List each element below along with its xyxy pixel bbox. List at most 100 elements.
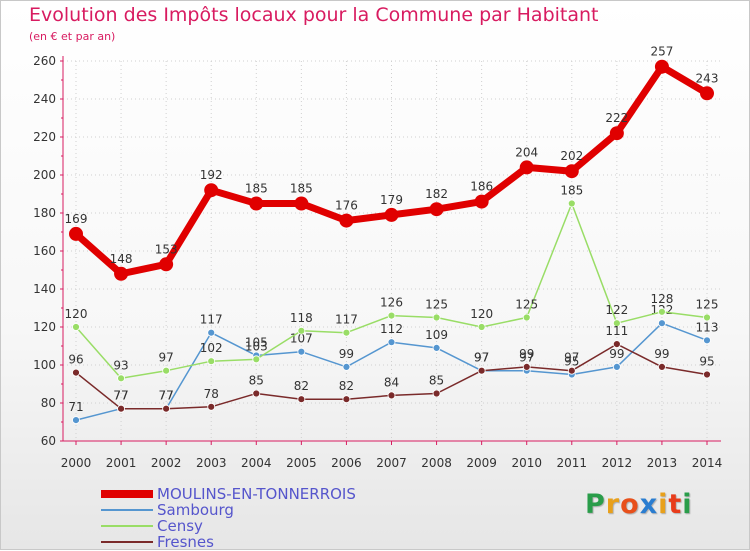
- data-label-sambourg: 99: [609, 347, 624, 361]
- data-label-sambourg: 113: [696, 320, 719, 334]
- x-tick-label: 2013: [647, 456, 678, 470]
- logo-letter: i: [658, 489, 669, 520]
- data-label-sambourg: 117: [200, 313, 223, 327]
- logo-letter: o: [620, 489, 640, 520]
- data-label-moulins-en-tonnerrois: 222: [605, 111, 628, 125]
- data-point-fresnes: [207, 402, 216, 411]
- data-label-moulins-en-tonnerrois: 176: [335, 199, 358, 213]
- data-label-fresnes: 95: [699, 355, 714, 369]
- data-point-censy: [703, 313, 711, 322]
- x-tick-label: 2006: [331, 456, 362, 470]
- data-point-censy: [117, 374, 125, 383]
- data-label-sambourg: 112: [380, 322, 403, 336]
- x-tick-label: 2009: [466, 456, 497, 470]
- data-point-moulins-en-tonnerrois: [609, 126, 624, 141]
- data-label-moulins-en-tonnerrois: 169: [65, 212, 88, 226]
- x-tick-label: 2010: [511, 456, 542, 470]
- data-point-censy: [522, 313, 531, 322]
- y-tick-label: 140: [33, 282, 56, 296]
- data-label-fresnes: 78: [204, 387, 219, 401]
- legend-label: Fresnes: [157, 533, 214, 551]
- chart-title: Evolution des Impôts locaux pour la Comm…: [29, 4, 599, 26]
- logo-letter: P: [585, 489, 606, 520]
- legend-item: Sambourg: [101, 501, 391, 519]
- data-label-fresnes: 82: [294, 379, 309, 393]
- data-label-fresnes: 96: [68, 353, 83, 367]
- data-point-moulins-en-tonnerrois: [519, 160, 534, 175]
- proxiti-logo: Proxiti: [585, 489, 693, 520]
- data-point-moulins-en-tonnerrois: [114, 266, 129, 281]
- data-label-sambourg: 97: [519, 351, 534, 365]
- data-point-fresnes: [658, 362, 666, 371]
- x-tick-label: 2012: [602, 456, 633, 470]
- data-label-fresnes: 97: [474, 351, 489, 365]
- data-point-censy: [252, 355, 261, 364]
- logo-letter: i: [682, 489, 693, 520]
- data-label-censy: 117: [335, 313, 358, 327]
- chart-legend: MOULINS-EN-TONNERROIS Sambourg Censy Fresne…: [101, 485, 391, 551]
- data-label-censy: 103: [245, 339, 268, 353]
- data-label-censy: 125: [425, 298, 448, 312]
- legend-label: Sambourg: [157, 501, 234, 519]
- legend-label: MOULINS-EN-TONNERROIS: [157, 485, 356, 503]
- data-point-sambourg: [207, 328, 216, 337]
- data-label-sambourg: 77: [113, 389, 128, 403]
- data-point-fresnes: [703, 370, 711, 379]
- x-tick-label: 2001: [106, 456, 137, 470]
- data-label-censy: 125: [696, 298, 719, 312]
- data-point-censy: [658, 307, 666, 316]
- data-point-sambourg: [703, 336, 711, 345]
- data-label-fresnes: 77: [159, 389, 174, 403]
- data-label-fresnes: 85: [249, 374, 264, 388]
- data-label-moulins-en-tonnerrois: 202: [560, 149, 583, 163]
- data-label-moulins-en-tonnerrois: 192: [200, 168, 223, 182]
- chart-subtitle: (en € et par an): [29, 30, 116, 43]
- data-point-fresnes: [567, 366, 576, 375]
- x-tick-label: 2002: [151, 456, 182, 470]
- data-label-moulins-en-tonnerrois: 257: [650, 45, 673, 59]
- data-label-moulins-en-tonnerrois: 186: [470, 180, 493, 194]
- logo-letter: x: [639, 489, 659, 520]
- data-point-fresnes: [522, 362, 531, 371]
- y-tick-label: 180: [33, 206, 56, 220]
- data-point-censy: [162, 366, 171, 375]
- legend-item: Censy: [101, 517, 391, 535]
- data-label-censy: 118: [290, 311, 313, 325]
- y-tick-label: 120: [33, 320, 56, 334]
- data-label-sambourg: 109: [425, 328, 448, 342]
- x-tick-label: 2005: [286, 456, 317, 470]
- data-label-fresnes: 97: [564, 351, 579, 365]
- data-point-fresnes: [297, 395, 306, 404]
- data-label-moulins-en-tonnerrois: 243: [696, 71, 719, 85]
- x-tick-label: 2011: [557, 456, 588, 470]
- legend-swatch: [101, 509, 153, 511]
- data-point-sambourg: [72, 416, 80, 425]
- data-point-sambourg: [297, 347, 306, 356]
- data-label-sambourg: 97: [474, 351, 489, 365]
- logo-letter: t: [668, 489, 683, 520]
- data-point-moulins-en-tonnerrois: [294, 196, 309, 211]
- data-label-moulins-en-tonnerrois: 185: [290, 182, 313, 196]
- y-tick-label: 100: [33, 358, 56, 372]
- data-point-censy: [387, 311, 396, 320]
- y-tick-label: 200: [33, 168, 56, 182]
- data-label-censy: 120: [470, 307, 493, 321]
- data-point-moulins-en-tonnerrois: [429, 202, 444, 217]
- y-tick-label: 240: [33, 92, 56, 106]
- data-point-censy: [432, 313, 441, 322]
- data-point-moulins-en-tonnerrois: [700, 86, 714, 101]
- data-point-censy: [567, 199, 576, 208]
- data-label-sambourg: 95: [564, 355, 579, 369]
- data-point-fresnes: [342, 395, 351, 404]
- x-tick-label: 2014: [692, 456, 723, 470]
- data-label-sambourg: 99: [339, 347, 354, 361]
- data-point-fresnes: [477, 366, 486, 375]
- y-tick-label: 60: [41, 434, 56, 448]
- data-point-sambourg: [387, 338, 396, 347]
- data-point-censy: [72, 323, 80, 331]
- y-tick-label: 220: [33, 130, 56, 144]
- legend-swatch: [101, 490, 153, 498]
- y-tick-label: 260: [33, 54, 56, 68]
